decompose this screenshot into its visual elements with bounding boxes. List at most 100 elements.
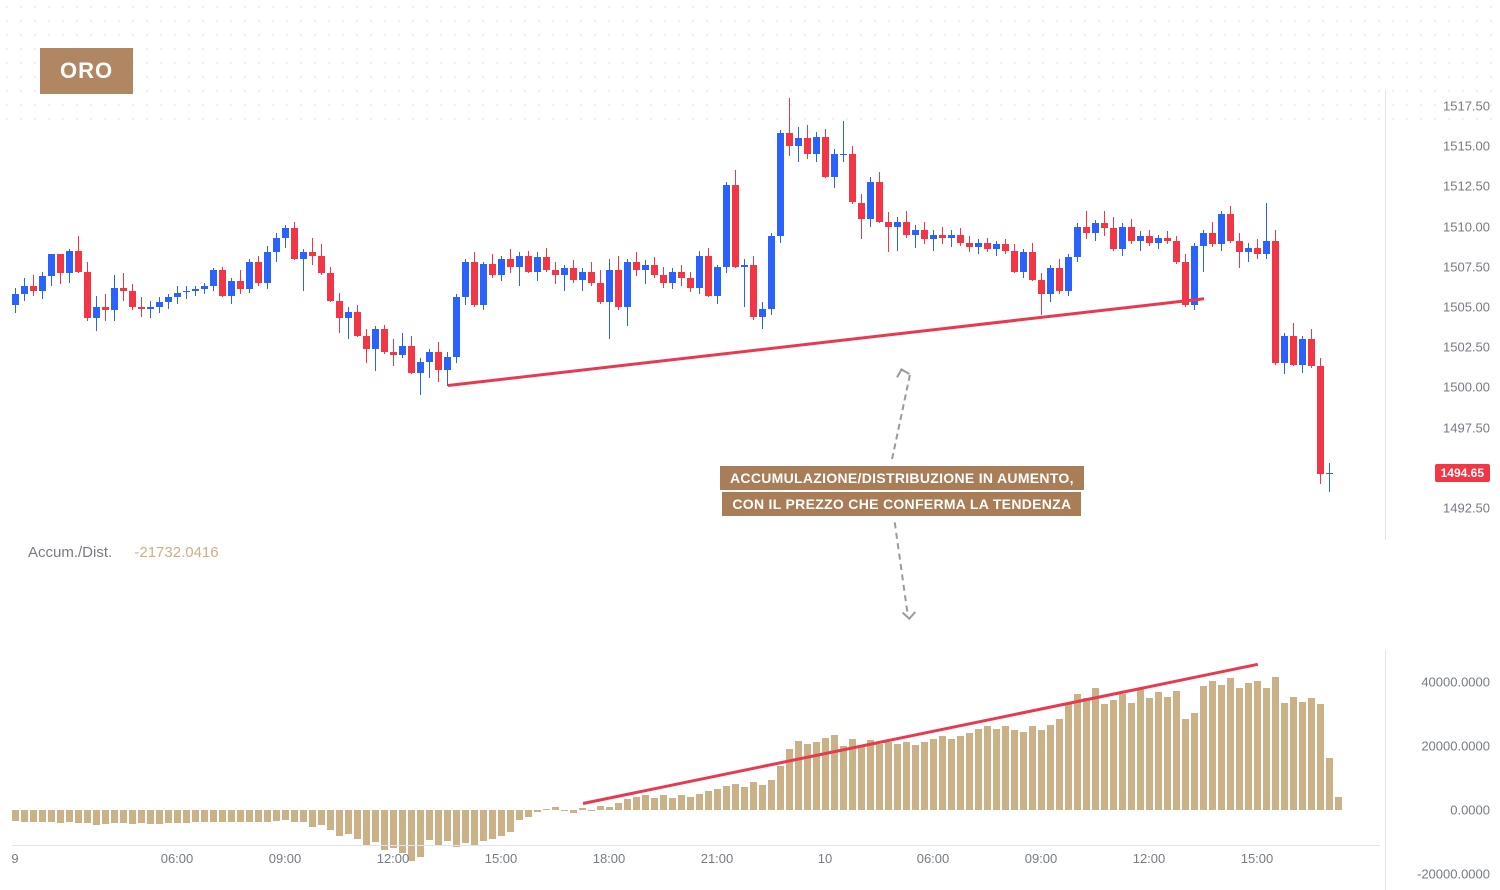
ad-bar xyxy=(111,810,118,823)
ad-bar xyxy=(651,798,658,810)
ad-bar xyxy=(534,810,541,812)
ad-bar xyxy=(219,810,226,822)
ad-bar xyxy=(903,742,910,810)
ad-bar xyxy=(489,810,496,839)
indicator-value: -21732.0416 xyxy=(134,544,218,561)
ad-bar xyxy=(1128,703,1135,810)
ad-bar xyxy=(48,810,55,822)
ad-bar xyxy=(1056,719,1063,810)
ad-bar xyxy=(1173,691,1180,810)
ad-bar xyxy=(750,782,757,810)
price-tick: 1515.00 xyxy=(1443,139,1490,154)
ad-bar xyxy=(840,746,847,810)
instrument-label: ORO xyxy=(60,58,113,83)
ad-bar xyxy=(210,810,217,822)
ad-bar xyxy=(597,806,604,810)
ad-bar xyxy=(876,744,883,810)
price-tick: 1512.50 xyxy=(1443,179,1490,194)
ad-bar xyxy=(75,810,82,823)
ad-bar xyxy=(1146,698,1153,810)
ad-bar xyxy=(1092,688,1099,810)
annotation-box: ACCUMULAZIONE/DISTRIBUZIONE IN AUMENTO, … xyxy=(720,466,1084,518)
ad-bar xyxy=(462,810,469,843)
ad-bar xyxy=(516,810,523,820)
ad-bar xyxy=(543,809,550,810)
ad-bar xyxy=(1110,700,1117,810)
ad-bar xyxy=(606,807,613,810)
time-tick: 18:00 xyxy=(593,851,626,866)
ad-bar xyxy=(723,786,730,810)
ad-bar xyxy=(633,797,640,810)
ad-bar xyxy=(687,797,694,810)
ad-bar xyxy=(174,810,181,823)
time-tick: 12:00 xyxy=(1133,851,1166,866)
ad-bar xyxy=(1245,683,1252,810)
ad-bar xyxy=(525,810,532,817)
ad-bar xyxy=(120,810,127,823)
ad-tick: -20000.0000 xyxy=(1417,867,1490,882)
ad-bar xyxy=(147,810,154,824)
ad-bar xyxy=(102,810,109,824)
ad-bar xyxy=(1335,797,1342,810)
ad-bar xyxy=(390,810,397,848)
annotation-line-2: CON IL PREZZO CHE CONFERMA LA TENDENZA xyxy=(722,492,1081,516)
ad-bar xyxy=(975,729,982,810)
ad-bar xyxy=(291,810,298,822)
ad-bar xyxy=(444,810,451,841)
price-tick: 1492.50 xyxy=(1443,500,1490,515)
ad-bar xyxy=(894,744,901,810)
ad-bar xyxy=(930,739,937,810)
ad-bar xyxy=(867,740,874,810)
ad-bar xyxy=(39,810,46,822)
ad-bar xyxy=(1083,698,1090,810)
ad-bar xyxy=(624,799,631,810)
axis-line xyxy=(1385,90,1386,540)
ad-bar xyxy=(282,810,289,820)
ad-bar xyxy=(327,810,334,830)
ad-bar xyxy=(696,794,703,810)
ad-bar xyxy=(1263,688,1270,810)
ad-bar xyxy=(138,810,145,823)
ad-bar xyxy=(1164,697,1171,810)
ad-bar xyxy=(1200,686,1207,810)
ad-bar xyxy=(660,795,667,810)
time-tick: 15:00 xyxy=(1241,851,1274,866)
ad-bar xyxy=(1074,694,1081,810)
ad-bar xyxy=(588,810,595,811)
ad-bar xyxy=(273,810,280,821)
ad-bar xyxy=(579,808,586,810)
ad-bar xyxy=(1299,702,1306,810)
ad-bar xyxy=(570,810,577,813)
ad-tick: 0.0000 xyxy=(1450,803,1490,818)
price-trendline xyxy=(447,297,1203,387)
ad-bar xyxy=(561,810,568,811)
current-price-badge: 1494.65 xyxy=(1435,464,1490,482)
price-tick: 1517.50 xyxy=(1443,99,1490,114)
ad-bar xyxy=(714,789,721,810)
instrument-badge: ORO xyxy=(40,48,133,94)
time-tick: 12:00 xyxy=(377,851,410,866)
price-tick: 1497.50 xyxy=(1443,420,1490,435)
ad-bar xyxy=(939,736,946,810)
ad-bar xyxy=(1281,703,1288,810)
ad-bar xyxy=(129,810,136,824)
ad-bar xyxy=(1290,697,1297,810)
ad-bar xyxy=(237,810,244,822)
price-y-axis: 1492.501497.501500.001502.501505.001507.… xyxy=(1385,90,1500,540)
ad-bar xyxy=(345,810,352,834)
ad-bar xyxy=(1002,726,1009,810)
ad-bar xyxy=(813,742,820,810)
time-tick: 9 xyxy=(11,851,18,866)
ad-bar xyxy=(1065,704,1072,810)
ad-bar xyxy=(669,798,676,810)
ad-bar xyxy=(66,810,73,822)
ad-bar xyxy=(381,810,388,850)
ad-bar xyxy=(363,810,370,846)
ad-bar xyxy=(858,745,865,810)
ad-bar xyxy=(300,810,307,822)
price-pane[interactable] xyxy=(12,90,1380,540)
ad-bar xyxy=(777,766,784,810)
ad-bar xyxy=(1011,730,1018,810)
ad-bar xyxy=(1317,704,1324,810)
ad-bar xyxy=(885,742,892,810)
